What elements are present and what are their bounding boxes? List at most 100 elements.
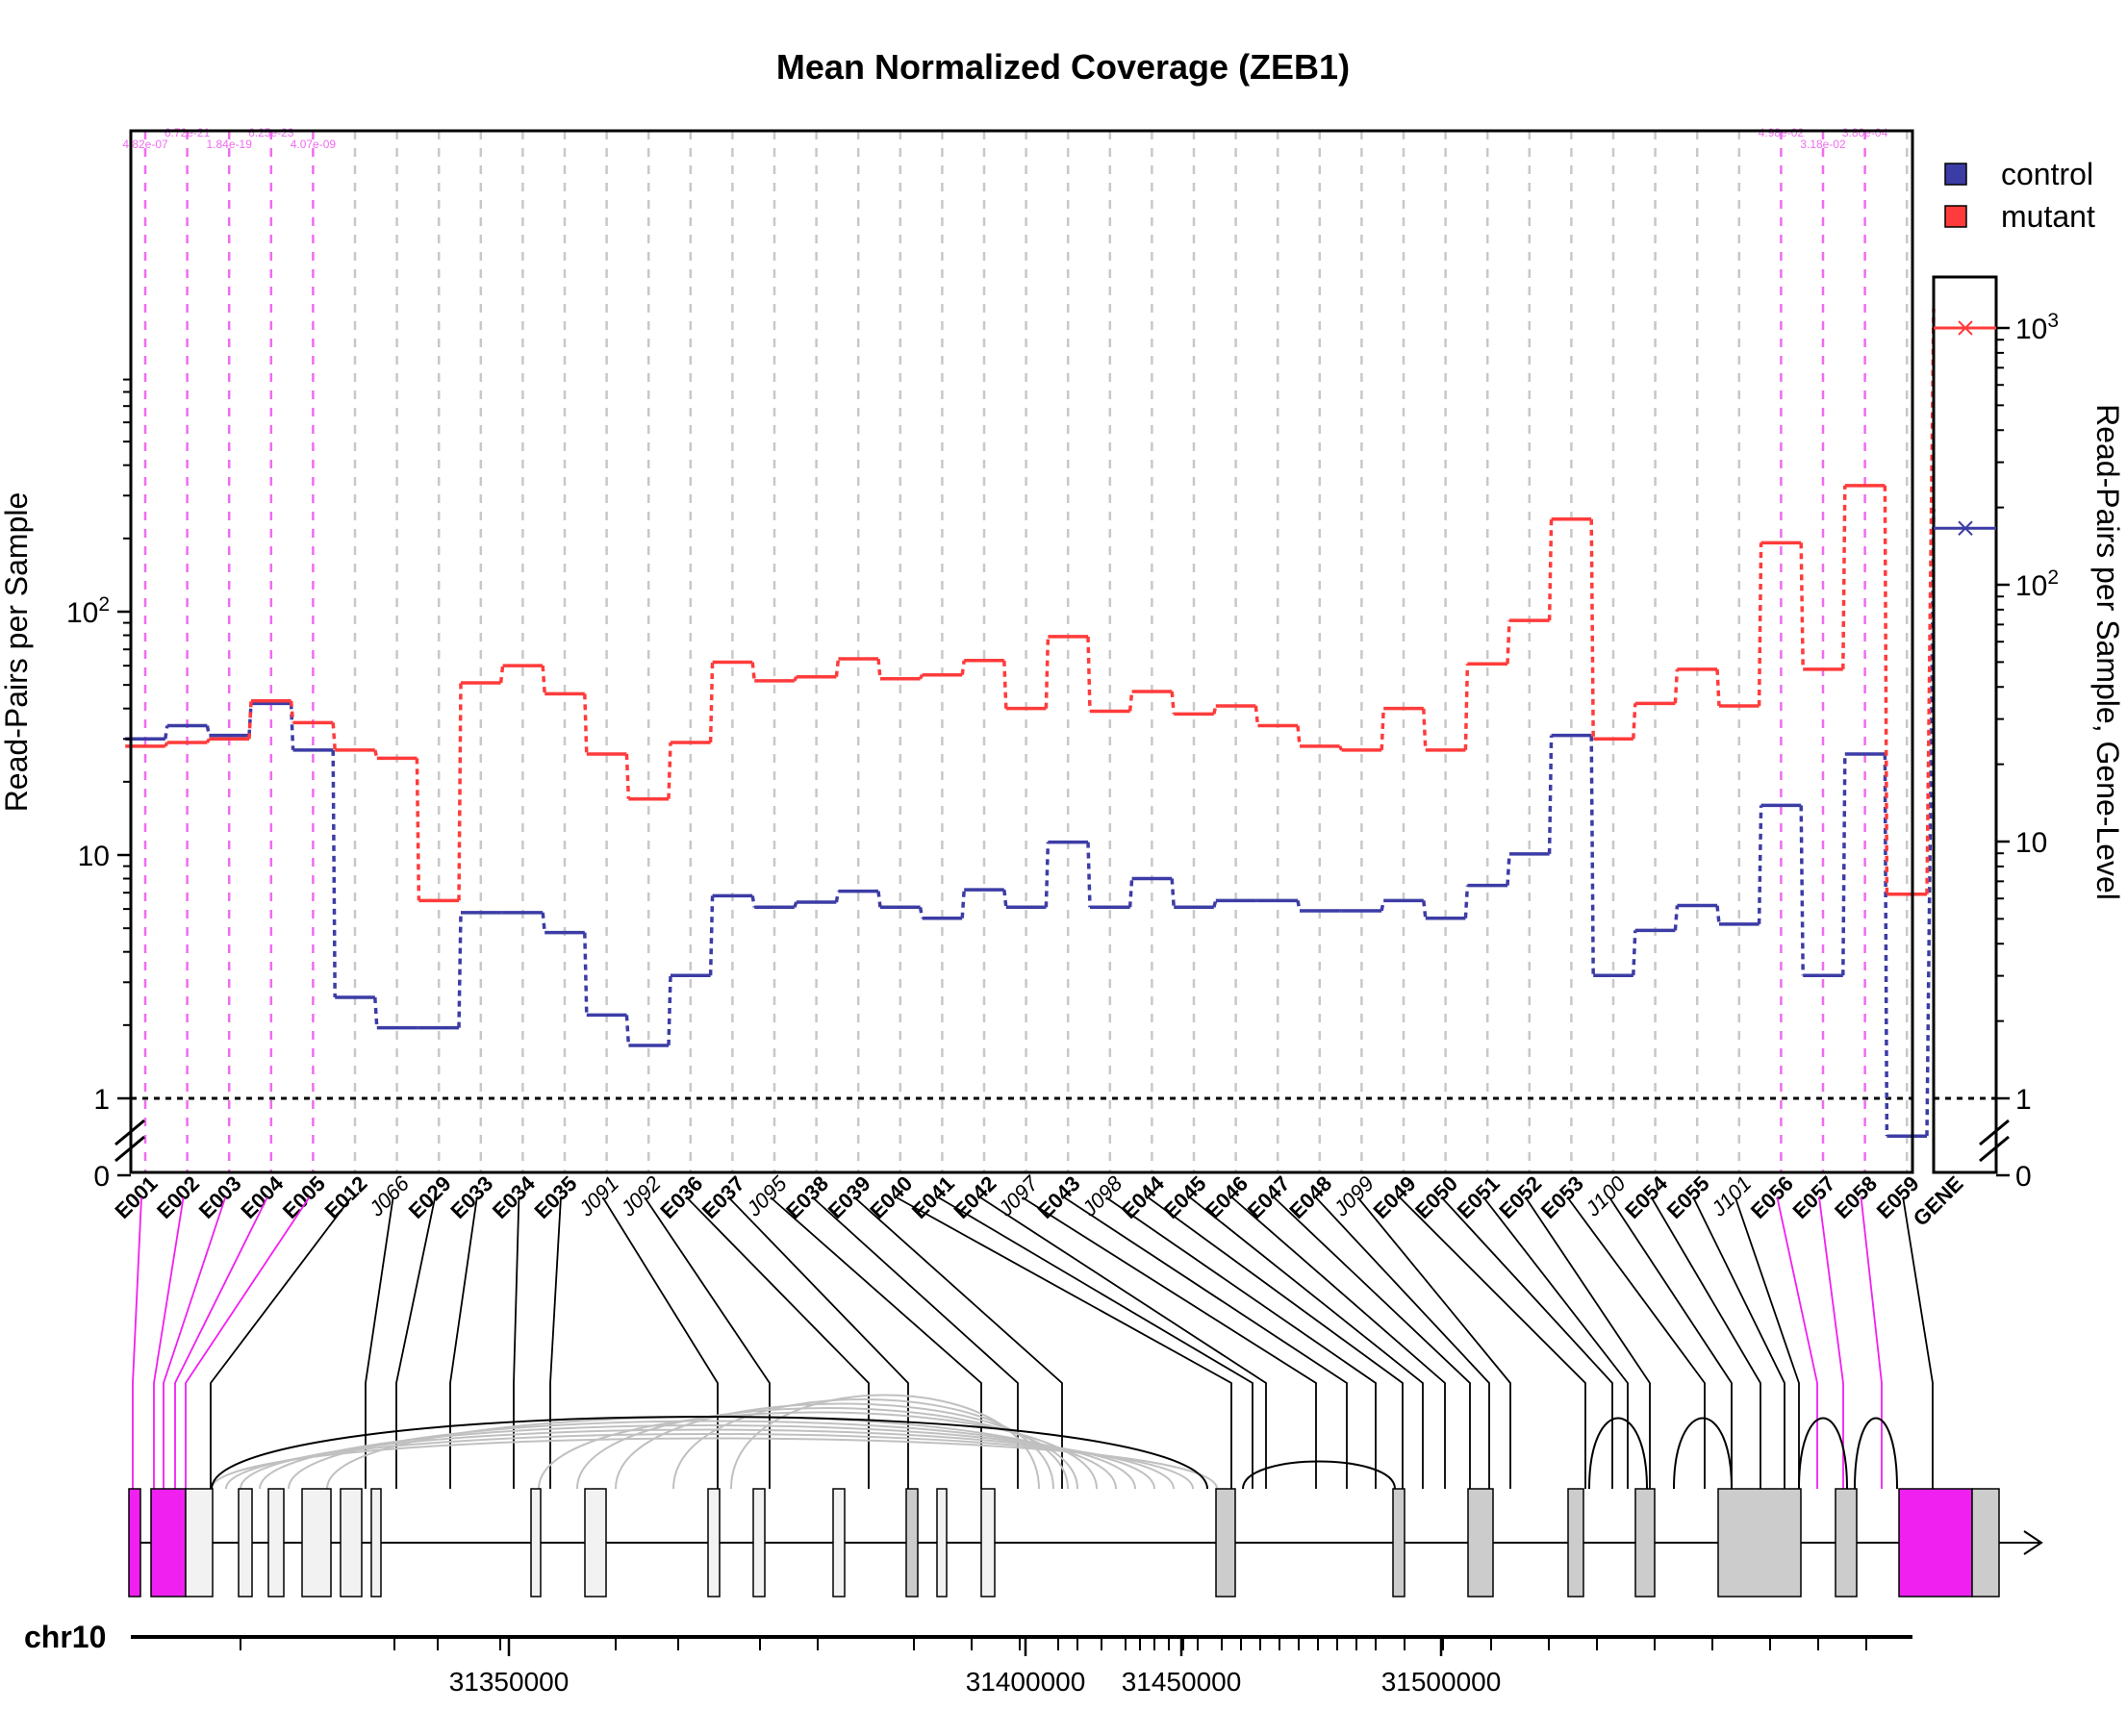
link-control-E045: [1212, 899, 1218, 908]
link-control-E057: [1841, 753, 1847, 976]
exon-box: [1392, 1488, 1405, 1598]
mapping-line-J095: [770, 1196, 982, 1489]
axis-break-right: [1979, 1119, 2010, 1163]
link-control-E041: [960, 889, 966, 918]
y-tick-label-left: 0: [93, 1161, 110, 1193]
link-mutant-E035: [583, 693, 589, 755]
link-mutant-J101: [1757, 542, 1763, 706]
gene-level-marker-control: [1958, 520, 1973, 536]
link-mutant-E051: [1506, 620, 1511, 665]
exon-box: [1567, 1488, 1584, 1598]
gene-model-track: 31350000 31400000 31450000 31500000: [128, 1196, 2043, 1697]
grid: [131, 131, 1912, 1172]
y-tick-label-right: 10: [2015, 827, 2047, 859]
mapping-line-E059: [1902, 1196, 1934, 1489]
mapping-line-E012: [210, 1196, 352, 1489]
link-control-E001: [164, 725, 169, 740]
link-control-E003: [247, 703, 253, 736]
x-tick-label-E055: E055: [1662, 1171, 1714, 1223]
exon-box: [267, 1488, 285, 1598]
y-axis-label-right: Read-Pairs per Sample, Gene-Level: [2090, 404, 2125, 900]
junction-arc: [672, 1398, 1054, 1490]
junction-arc: [288, 1420, 1136, 1490]
exon-box: [980, 1488, 996, 1598]
mapping-line-E051: [1482, 1196, 1629, 1489]
y-tick-base: 10: [2015, 314, 2047, 345]
junction-arc-highlight: [1854, 1417, 1898, 1490]
link-control-E050: [1463, 885, 1470, 918]
y-axis-label-left: Read-Pairs per Sample: [0, 492, 34, 813]
exon-box: [1467, 1488, 1494, 1598]
link-mutant-E057: [1841, 485, 1847, 669]
exon-box: [340, 1488, 363, 1598]
exon-box: [1717, 1488, 1802, 1598]
link-control-J091: [624, 1015, 631, 1046]
mapping-line-J098: [1105, 1196, 1377, 1489]
x-tick-label-E004: E004: [236, 1170, 289, 1223]
exon-box: [1634, 1488, 1656, 1598]
link-control-J095: [793, 901, 798, 908]
mapping-line-E047: [1273, 1196, 1471, 1489]
y-tick-label-left: 1: [93, 1084, 110, 1116]
exon-box: [530, 1488, 542, 1598]
link-control-E005: [331, 749, 337, 998]
gene-level-marker-mutant: [1958, 320, 1973, 336]
x-tick-label-E056: E056: [1746, 1171, 1798, 1223]
link-control-J098: [1127, 878, 1134, 908]
junction-arc: [576, 1407, 1078, 1490]
gene-level-frame: [1932, 275, 1998, 1174]
mapping-line-E054: [1650, 1196, 1761, 1489]
link-control-J100: [1632, 930, 1637, 976]
y-tick-label-left: 102: [66, 593, 110, 629]
significance-markers: 4.82e-076.72e-211.84e-196.25e-234.07e-09…: [122, 126, 1888, 1172]
link-control-E042: [1002, 889, 1008, 908]
exon-box: [752, 1488, 766, 1598]
exon-box: [707, 1488, 721, 1598]
link-control-J097: [1044, 842, 1051, 908]
legend: control mutant: [1944, 157, 2095, 234]
link-mutant-E043: [1086, 636, 1092, 712]
link-control-E039: [876, 891, 882, 908]
x-tick-label-J098: J098: [1076, 1170, 1127, 1221]
link-mutant-E044: [1170, 691, 1176, 715]
link-control-E051: [1506, 853, 1511, 886]
x-tick-label-E042: E042: [950, 1171, 1001, 1223]
mapping-line-E029: [395, 1196, 437, 1489]
y-tick-base: 10: [66, 597, 98, 629]
mapping-line-E048: [1315, 1196, 1490, 1489]
x-tick-label-J095: J095: [741, 1170, 792, 1221]
exon-box: [1835, 1488, 1858, 1598]
mapping-line-E034: [513, 1196, 520, 1489]
exon-box: [238, 1488, 253, 1598]
link-mutant-E055: [1715, 668, 1721, 707]
mapping-line-J066: [365, 1196, 394, 1489]
mapping-line-E040: [896, 1196, 1232, 1489]
x-tick-label-J092: J092: [616, 1171, 666, 1221]
mapping-line-E046: [1231, 1196, 1446, 1489]
x-tick-label-E058: E058: [1830, 1171, 1882, 1223]
legend-swatch-mutant: [1944, 205, 1967, 228]
link-mutant-E029: [457, 682, 463, 901]
link-mutant-E052: [1547, 518, 1554, 621]
x-tick-label-E057: E057: [1788, 1171, 1840, 1223]
mapping-line-E055: [1692, 1196, 1785, 1489]
series-mutant: [125, 308, 1936, 903]
x-tick-label-E040: E040: [865, 1171, 917, 1223]
mapping-line-E053: [1566, 1196, 1706, 1489]
significance-label-E057: 3.18e-02: [1800, 138, 1846, 151]
significance-label-E058: 3.80e-04: [1842, 126, 1888, 139]
x-tick-label-E054: E054: [1620, 1170, 1673, 1223]
link-control-E034: [541, 912, 546, 933]
link-mutant-E039: [876, 658, 882, 679]
link-mutant-E054: [1673, 668, 1680, 704]
main-plot-frame: [129, 129, 1914, 1174]
link-mutant-E056: [1799, 542, 1805, 669]
x-tick-label-J066: J066: [364, 1170, 415, 1221]
x-tick-label-J097: J097: [993, 1170, 1044, 1221]
link-control-E043: [1086, 842, 1092, 908]
mapping-line-E037: [727, 1196, 909, 1489]
link-mutant-J099: [1380, 708, 1385, 750]
link-mutant-E004: [289, 700, 295, 723]
